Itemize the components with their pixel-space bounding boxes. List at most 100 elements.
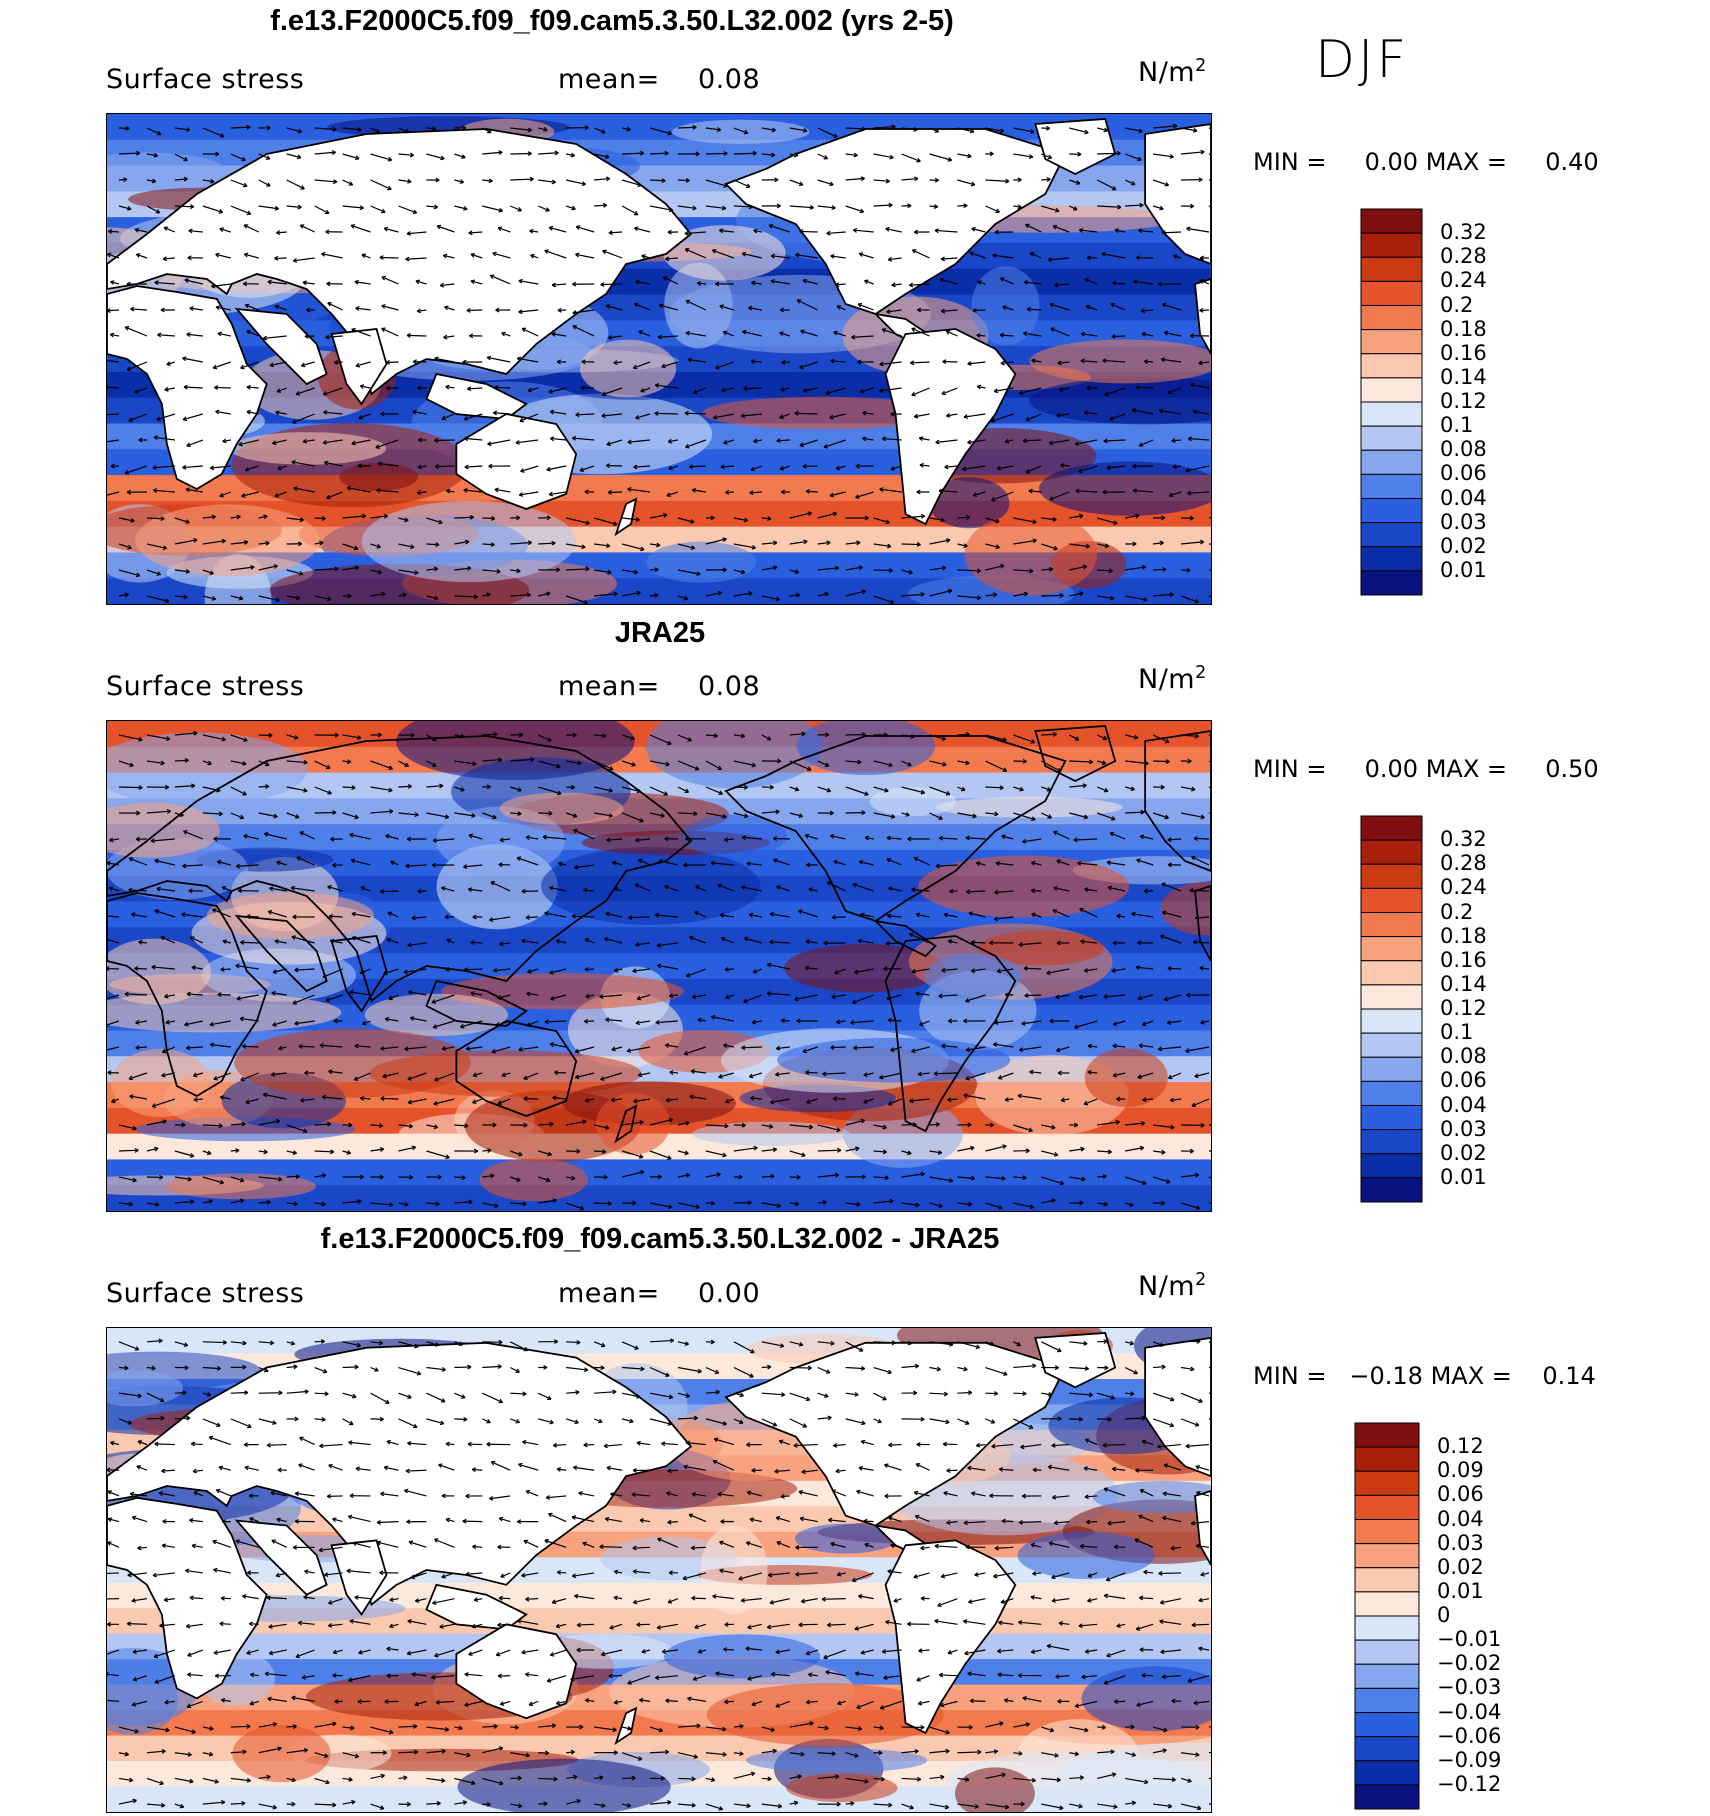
colorbar-box <box>1361 378 1422 402</box>
colorbar-label: 0.02 <box>1437 1555 1484 1579</box>
colorbar-label: −0.01 <box>1437 1627 1501 1651</box>
panel2-mean-value: 0.08 <box>698 671 760 702</box>
panel1-title: f.e13.F2000C5.f09_f09.cam5.3.50.L32.002 … <box>112 5 1112 38</box>
panel1-mean-value: 0.08 <box>698 64 760 95</box>
colorbar-box <box>1355 1640 1419 1664</box>
colorbar-box <box>1361 330 1422 354</box>
colorbar-box <box>1361 233 1422 257</box>
colorbar-label: 0.32 <box>1440 827 1487 851</box>
season-label: DJF <box>1315 30 1409 90</box>
colorbar-box <box>1361 1154 1422 1178</box>
colorbar-box <box>1361 450 1422 474</box>
colorbar-box <box>1361 913 1422 937</box>
colorbar-box <box>1355 1544 1419 1568</box>
colorbar-label: 0.01 <box>1440 558 1487 582</box>
colorbar-label: 0.08 <box>1440 437 1487 461</box>
colorbar-box <box>1361 864 1422 888</box>
colorbar-box <box>1361 402 1422 426</box>
colorbar-box <box>1361 937 1422 961</box>
colorbar-label: 0.12 <box>1440 389 1487 413</box>
colorbar-label: −0.06 <box>1437 1724 1501 1748</box>
colorbar-box <box>1361 474 1422 498</box>
colorbar-box <box>1355 1713 1419 1737</box>
colorbar-box <box>1361 1178 1422 1202</box>
colorbar-label: 0.1 <box>1440 1020 1473 1044</box>
colorbar-box <box>1361 961 1422 985</box>
colorbar-label: −0.03 <box>1437 1675 1501 1699</box>
colorbar-box <box>1355 1423 1419 1447</box>
colorbar-box <box>1355 1688 1419 1712</box>
colorbar-label: 0.14 <box>1440 365 1487 389</box>
panel2-title: JRA25 <box>160 617 1160 650</box>
colorbar-label: 0.32 <box>1440 220 1487 244</box>
colorbar-box <box>1355 1664 1419 1688</box>
panel3-title: f.e13.F2000C5.f09_f09.cam5.3.50.L32.002 … <box>160 1223 1160 1256</box>
panel3-map <box>106 1327 1212 1813</box>
colorbar-label: 0.04 <box>1440 486 1487 510</box>
colorbar-box <box>1361 840 1422 864</box>
panel2-mean-label: mean= <box>558 671 660 702</box>
colorbar-label: 0.06 <box>1440 1068 1487 1092</box>
colorbar-box <box>1361 888 1422 912</box>
colorbar-label: −0.02 <box>1437 1651 1501 1675</box>
colorbar-box <box>1361 306 1422 330</box>
colorbar-label: 0.04 <box>1440 1093 1487 1117</box>
colorbar-label: −0.09 <box>1437 1748 1501 1772</box>
colorbar-label: 0.14 <box>1440 972 1487 996</box>
colorbar-label: 0.03 <box>1437 1531 1484 1555</box>
panel3-minmax: MIN = −0.18 MAX = 0.14 <box>1253 1362 1596 1390</box>
colorbar-label: −0.04 <box>1437 1700 1501 1724</box>
panel3-field-name: Surface stress <box>106 1278 304 1309</box>
colorbar-label: 0.28 <box>1440 244 1487 268</box>
colorbar-label: 0.24 <box>1440 268 1487 292</box>
panel2-units: N/m2 <box>1138 663 1207 695</box>
colorbar-box <box>1361 547 1422 571</box>
colorbar-box <box>1355 1785 1419 1809</box>
colorbar-box <box>1355 1737 1419 1761</box>
panel2-minmax: MIN = 0.00 MAX = 0.50 <box>1253 755 1599 783</box>
colorbar-label: 0.02 <box>1440 1141 1487 1165</box>
colorbar-box <box>1361 1057 1422 1081</box>
colorbar-box <box>1361 1130 1422 1154</box>
colorbar-box <box>1355 1495 1419 1519</box>
colorbar-box <box>1355 1761 1419 1785</box>
colorbar-label: 0.1 <box>1440 413 1473 437</box>
colorbar-label: 0.18 <box>1440 924 1487 948</box>
colorbar-box <box>1361 426 1422 450</box>
colorbar-label: 0.28 <box>1440 851 1487 875</box>
panel3-mean-label: mean= <box>558 1278 660 1309</box>
panel3-mean-value: 0.00 <box>698 1278 760 1309</box>
panel1-field-name: Surface stress <box>106 64 304 95</box>
colorbar-box <box>1361 1106 1422 1130</box>
colorbar-box <box>1355 1471 1419 1495</box>
colorbar-label: 0.12 <box>1440 996 1487 1020</box>
colorbar-label: 0.04 <box>1437 1507 1484 1531</box>
colorbar-box <box>1361 523 1422 547</box>
colorbar-box <box>1355 1568 1419 1592</box>
panel1-map <box>106 113 1212 605</box>
colorbar-box <box>1361 985 1422 1009</box>
panel1-minmax: MIN = 0.00 MAX = 0.40 <box>1253 148 1599 176</box>
colorbar-label: 0.16 <box>1440 948 1487 972</box>
colorbar-label: 0.24 <box>1440 875 1487 899</box>
colorbar-label: 0.06 <box>1440 461 1487 485</box>
colorbar-box <box>1361 257 1422 281</box>
colorbar-box <box>1361 354 1422 378</box>
colorbar-label: 0.2 <box>1440 293 1473 317</box>
colorbar-box <box>1355 1616 1419 1640</box>
colorbar-label: 0.02 <box>1440 534 1487 558</box>
colorbar-label: 0.03 <box>1440 510 1487 534</box>
colorbar-box <box>1361 281 1422 305</box>
colorbar-box <box>1355 1592 1419 1616</box>
panel2-field-name: Surface stress <box>106 671 304 702</box>
panel2-map <box>106 720 1212 1212</box>
colorbar-label: 0.03 <box>1440 1117 1487 1141</box>
colorbar-box <box>1361 571 1422 595</box>
colorbar-box <box>1361 1081 1422 1105</box>
colorbar-box <box>1355 1520 1419 1544</box>
colorbar-label: 0.18 <box>1440 317 1487 341</box>
colorbar-label: 0.12 <box>1437 1434 1484 1458</box>
